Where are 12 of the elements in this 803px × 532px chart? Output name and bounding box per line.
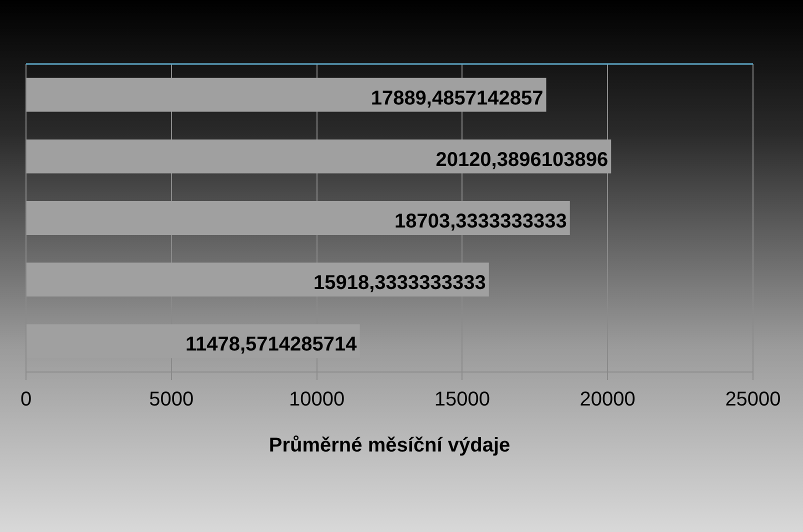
x-tick-label: 25000 <box>725 388 781 411</box>
data-label: 15918,3333333333 <box>314 272 486 294</box>
data-label: 20120,3896103896 <box>436 148 608 171</box>
x-axis-title: Průměrné měsíční výdaje <box>268 434 510 457</box>
x-tick-label: 15000 <box>434 388 490 411</box>
data-label: 11478,5714285714 <box>185 334 358 356</box>
x-tick-label: 10000 <box>288 388 345 411</box>
x-tick-label: 0 <box>20 388 32 411</box>
x-tick-label: 5000 <box>149 388 194 411</box>
data-label: 17889,4857142857 <box>370 87 544 110</box>
x-tick-label: 20000 <box>580 388 636 411</box>
data-label: 18703,3333333333 <box>394 210 567 233</box>
